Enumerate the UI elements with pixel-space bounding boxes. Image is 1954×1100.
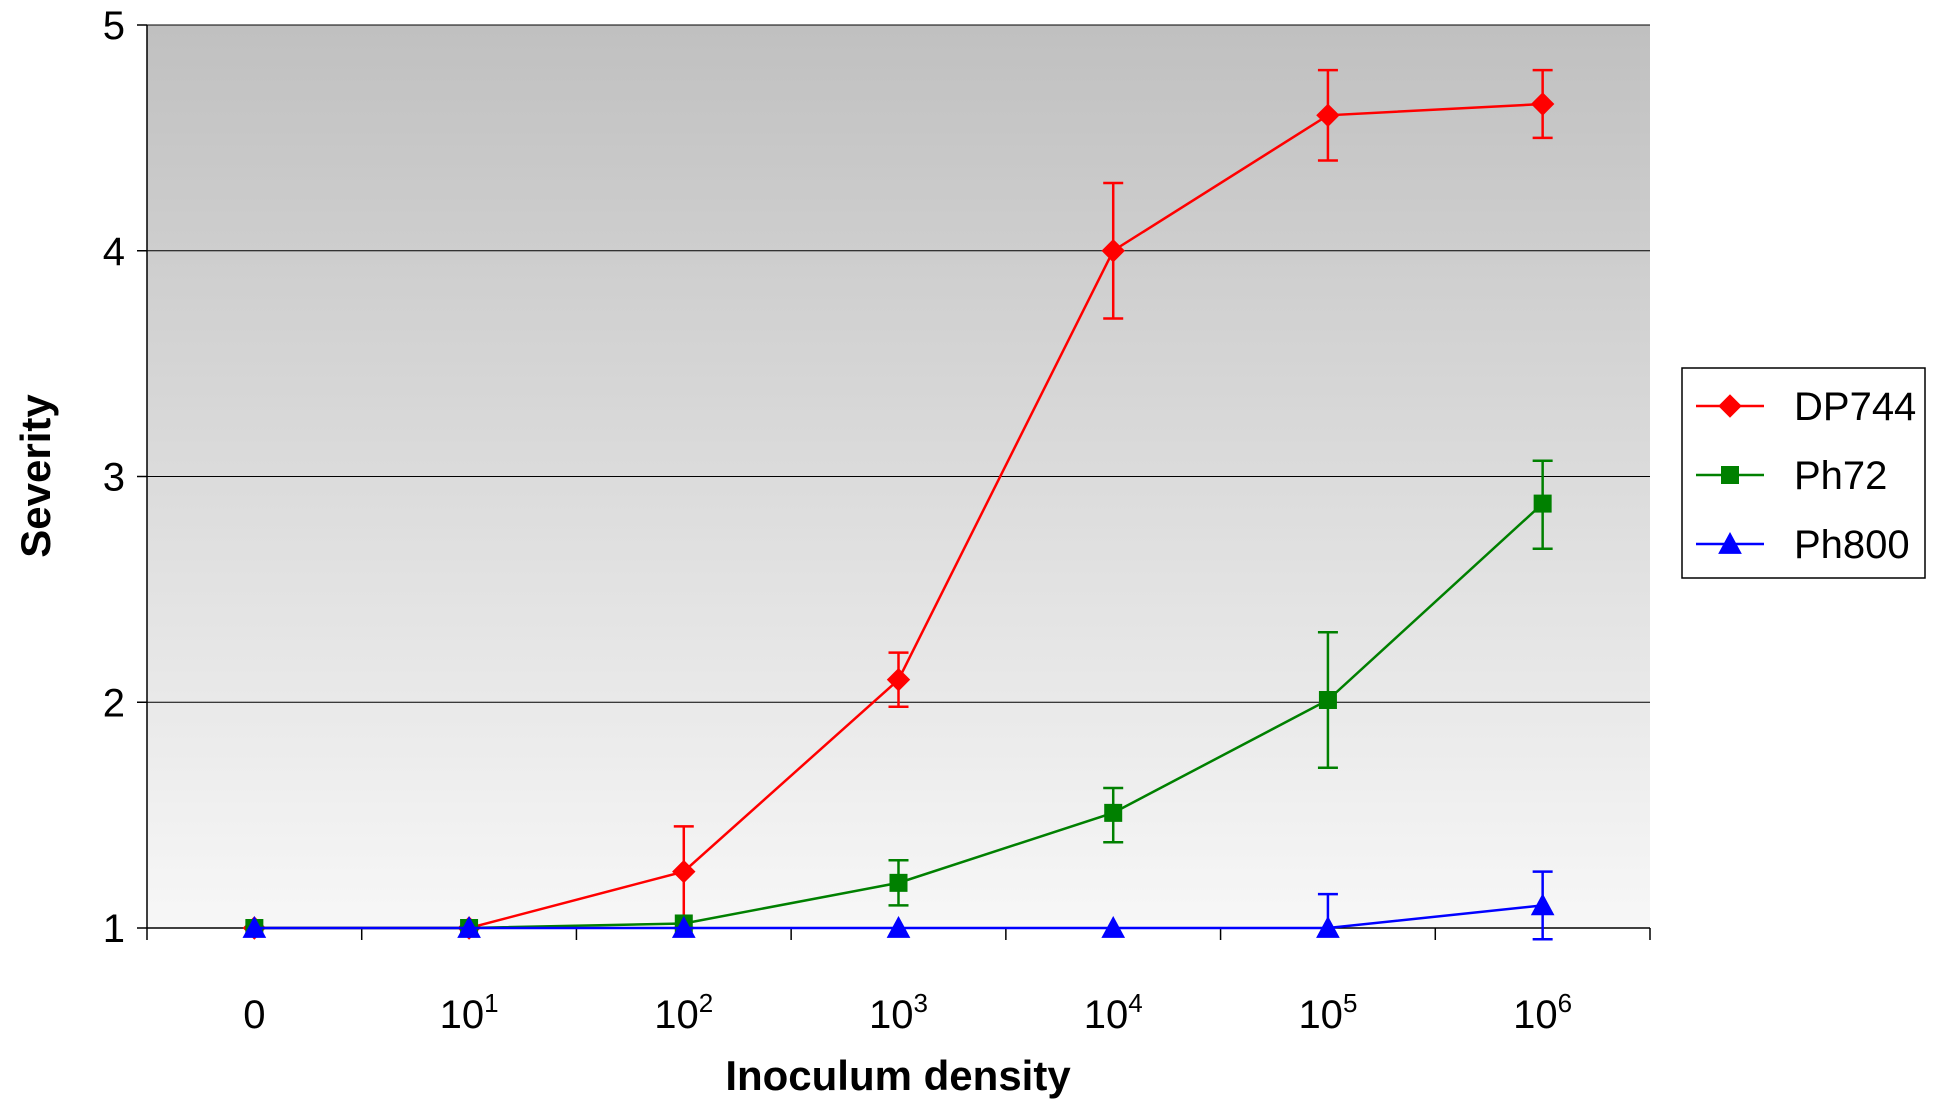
y-tick-label: 5 <box>103 4 125 48</box>
legend-swatch-marker <box>1718 531 1742 554</box>
x-tick-base: 10 <box>1084 993 1129 1037</box>
x-tick-label: 103 <box>869 988 928 1037</box>
x-tick-label: 0 <box>243 993 265 1037</box>
data-point <box>886 915 911 938</box>
data-point <box>886 667 911 692</box>
data-point <box>1316 103 1340 128</box>
x-tick-label: 101 <box>440 988 499 1037</box>
x-tick-label: 104 <box>1084 988 1143 1037</box>
x-tick-exponent: 2 <box>699 988 713 1018</box>
data-point <box>1533 494 1552 513</box>
x-tick-base: 10 <box>440 993 485 1037</box>
legend-label: Ph800 <box>1794 523 1910 567</box>
x-tick-exponent: 6 <box>1558 988 1572 1018</box>
legend: DP744 Ph72 Ph800 <box>1681 367 1926 579</box>
legend-label: DP744 <box>1794 385 1916 429</box>
x-tick-base: 10 <box>869 993 914 1037</box>
legend-item: Ph800 <box>1696 523 1910 567</box>
legend-swatch-marker <box>1721 466 1739 484</box>
data-point <box>889 873 908 892</box>
data-point <box>672 859 696 884</box>
data-point <box>671 915 696 938</box>
x-tick-base: 10 <box>1298 993 1343 1037</box>
data-point <box>1101 915 1126 938</box>
x-tick-base: 0 <box>243 993 265 1037</box>
x-tick-exponent: 5 <box>1343 988 1357 1018</box>
x-tick-base: 10 <box>1513 993 1558 1037</box>
legend-swatch-marker <box>1718 394 1742 418</box>
y-tick-label: 4 <box>103 230 125 274</box>
x-tick-label: 102 <box>654 988 713 1037</box>
y-tick-label: 1 <box>103 907 125 951</box>
x-tick-base: 10 <box>654 993 699 1037</box>
y-tick-label: 3 <box>103 456 125 500</box>
data-point <box>1530 893 1555 916</box>
x-tick-exponent: 3 <box>914 988 928 1018</box>
x-tick-exponent: 1 <box>484 988 498 1018</box>
x-axis-title: Inoculum density <box>725 1052 1071 1099</box>
data-point <box>1101 239 1125 263</box>
legend-item: DP744 <box>1696 385 1916 429</box>
series-ph800 <box>242 870 1555 941</box>
data-point <box>1318 690 1337 709</box>
legend-label: Ph72 <box>1794 454 1887 498</box>
data-point <box>242 915 267 938</box>
y-tick-label: 2 <box>103 681 125 725</box>
data-point <box>457 915 481 938</box>
x-tick-label: 106 <box>1513 988 1572 1037</box>
x-tick-label: 105 <box>1298 988 1357 1037</box>
legend-item: Ph72 <box>1696 454 1887 498</box>
data-point <box>1530 92 1555 116</box>
data-point <box>1316 915 1340 938</box>
data-point <box>1104 803 1123 822</box>
x-tick-exponent: 4 <box>1128 988 1142 1018</box>
y-axis-title: Severity <box>12 394 59 558</box>
